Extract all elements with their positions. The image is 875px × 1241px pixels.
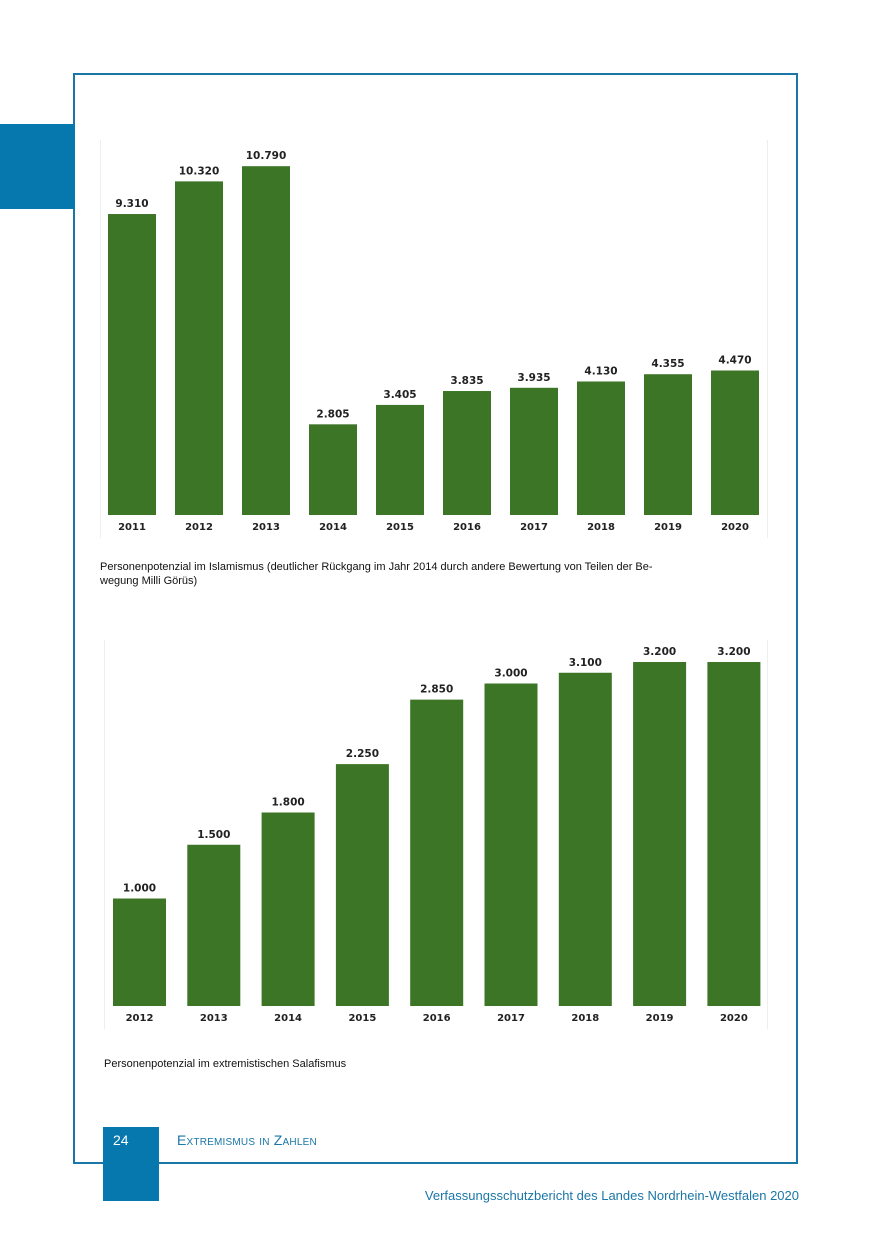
- islamism-chart-caption: Personenpotenzial im Islamismus (deutlic…: [100, 561, 653, 587]
- islamism-category-label: 2014: [319, 522, 347, 533]
- islamism-bar: [577, 381, 625, 515]
- salafism-category-label: 2014: [274, 1013, 302, 1024]
- section-title: Extremismus in Zahlen: [177, 1132, 317, 1148]
- salafism-value-label: 3.200: [717, 646, 750, 658]
- islamism-value-label: 3.935: [517, 372, 550, 384]
- islamism-bar: [376, 404, 424, 515]
- salafism-category-label: 2016: [423, 1013, 451, 1024]
- islamism-category-label: 2019: [654, 522, 682, 533]
- islamism-bar: [510, 387, 558, 515]
- salafism-bar: [261, 812, 315, 1006]
- chapter-marker: [0, 124, 75, 209]
- salafism-category-label: 2019: [646, 1013, 674, 1024]
- salafism-category-label: 2015: [348, 1013, 376, 1024]
- islamism-value-label: 9.310: [115, 198, 148, 210]
- salafism-value-label: 2.850: [420, 684, 453, 696]
- islamism-bar: [711, 370, 759, 515]
- salafism-bar: [707, 662, 761, 1006]
- page-number-block: [103, 1127, 159, 1201]
- islamism-category-label: 2015: [386, 522, 414, 533]
- islamism-value-label: 4.130: [584, 365, 617, 377]
- salafism-bar: [410, 699, 464, 1006]
- salafism-chart-caption: Personenpotenzial im extremistischen Sal…: [104, 1058, 347, 1070]
- salafism-bar: [484, 683, 538, 1006]
- islamism-bar: [443, 391, 491, 515]
- salafism-value-label: 1.000: [123, 883, 156, 895]
- salafism-category-label: 2012: [126, 1013, 154, 1024]
- islamism-value-label: 4.470: [718, 354, 751, 366]
- islamism-bar: [242, 166, 290, 515]
- salafism-category-label: 2018: [571, 1013, 599, 1024]
- footer-title: Verfassungsschutzbericht des Landes Nord…: [424, 1188, 799, 1203]
- salafism-value-label: 3.200: [643, 646, 676, 658]
- salafism-value-label: 3.100: [569, 657, 602, 669]
- salafism-bar: [335, 764, 389, 1006]
- salafism-value-label: 3.000: [494, 668, 527, 680]
- islamism-bar: [644, 374, 692, 515]
- islamism-category-label: 2018: [587, 522, 615, 533]
- islamism-value-label: 10.790: [246, 150, 287, 162]
- salafism-chart: 1.000 2012 1.500 2013 1.800 2014 2.250 2015 2.85…: [104, 640, 768, 1029]
- salafism-bar: [187, 844, 241, 1006]
- salafism-bar: [558, 672, 612, 1006]
- islamism-bar: [108, 214, 156, 515]
- salafism-chart-svg: 1.000 2012 1.500 2013 1.800 2014 2.250 2015 2.85…: [104, 640, 768, 1029]
- islamism-value-label: 3.405: [383, 389, 416, 401]
- islamism-chart-svg: 9.310 2011 10.320 2012 10.790 2013 2.805 2014 3.…: [100, 140, 768, 538]
- islamism-category-label: 2012: [185, 522, 213, 533]
- islamism-bar: [175, 181, 223, 515]
- salafism-category-label: 2020: [720, 1013, 748, 1024]
- salafism-value-label: 2.250: [346, 748, 379, 760]
- islamism-value-label: 3.835: [450, 375, 483, 387]
- page-number: 24: [113, 1132, 129, 1148]
- islamism-category-label: 2011: [118, 522, 146, 533]
- islamism-category-label: 2017: [520, 522, 548, 533]
- islamism-value-label: 4.355: [651, 358, 684, 370]
- islamism-chart: 9.310 2011 10.320 2012 10.790 2013 2.805 2014 3.…: [100, 140, 768, 538]
- salafism-category-label: 2017: [497, 1013, 525, 1024]
- islamism-category-label: 2013: [252, 522, 280, 533]
- islamism-category-label: 2016: [453, 522, 481, 533]
- salafism-value-label: 1.800: [271, 797, 304, 809]
- salafism-bar: [633, 662, 687, 1006]
- salafism-category-label: 2013: [200, 1013, 228, 1024]
- islamism-category-label: 2020: [721, 522, 749, 533]
- page-frame: [73, 73, 798, 1164]
- salafism-bar: [113, 898, 166, 1006]
- salafism-value-label: 1.500: [197, 829, 230, 841]
- islamism-bar: [309, 424, 357, 515]
- islamism-value-label: 2.805: [316, 408, 349, 420]
- islamism-value-label: 10.320: [179, 165, 220, 177]
